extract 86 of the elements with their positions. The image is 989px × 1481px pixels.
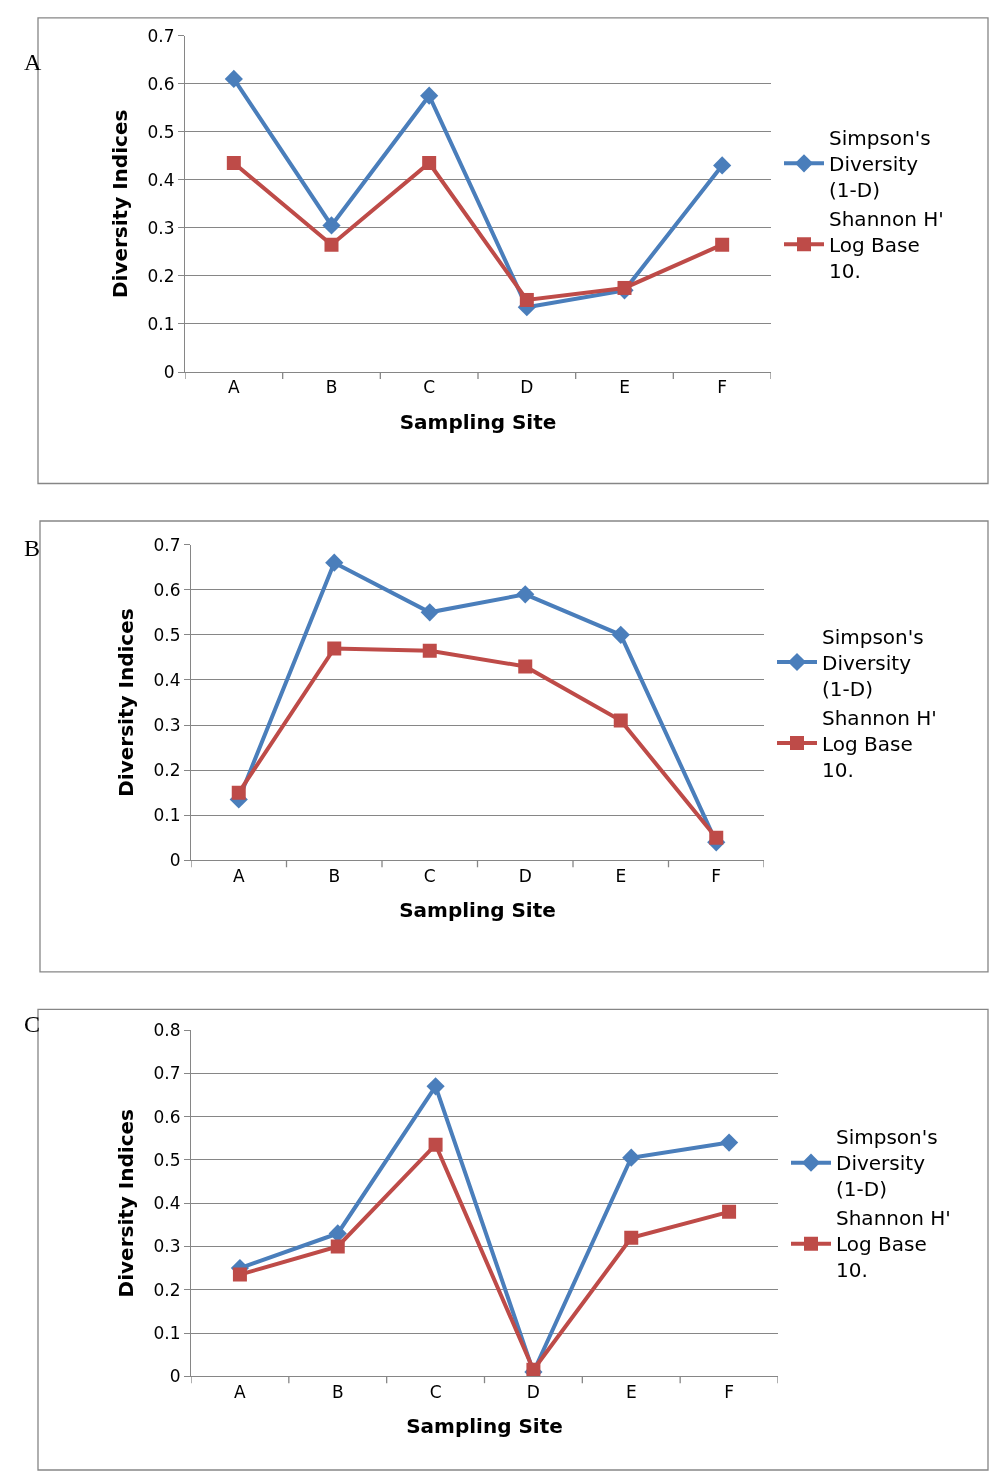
x-tick-label: B bbox=[328, 865, 341, 886]
y-tick-label: 0.7 bbox=[153, 1063, 181, 1084]
y-axis-title: Diversity Indices bbox=[108, 109, 133, 299]
y-tick-label: 0.2 bbox=[153, 760, 181, 781]
y-tick-label: 0.3 bbox=[153, 715, 181, 736]
point bbox=[428, 1137, 443, 1152]
x-tick-label: D bbox=[520, 377, 534, 398]
legend-label: Shannon H' Log Base 10. bbox=[822, 705, 937, 782]
point bbox=[519, 292, 534, 307]
x-tick-label: E bbox=[615, 865, 627, 886]
y-tick-label: 0.4 bbox=[147, 169, 175, 190]
legend-label: Simpson's Diversity (1-D) bbox=[829, 126, 931, 203]
x-tick-label: F bbox=[724, 1381, 734, 1402]
y-tick-label: 0.1 bbox=[147, 313, 175, 334]
y-tick-label: 0.1 bbox=[153, 1322, 181, 1343]
x-tick-label: C bbox=[423, 865, 436, 886]
point bbox=[226, 156, 241, 170]
legend-label: Shannon H' Log Base 10. bbox=[829, 207, 944, 284]
y-tick-label: 0 bbox=[169, 1366, 181, 1387]
legend-label: Shannon H' Log Base 10. bbox=[836, 1206, 951, 1283]
point bbox=[330, 1239, 345, 1254]
x-tick-label: D bbox=[518, 865, 532, 886]
y-tick-label: 0.7 bbox=[147, 25, 175, 46]
x-tick-label: F bbox=[711, 865, 722, 886]
point bbox=[231, 785, 246, 800]
point bbox=[719, 1133, 739, 1152]
y-axis-title: Diversity Indices bbox=[114, 608, 139, 797]
y-tick-label: 0.4 bbox=[153, 669, 181, 690]
y-tick-label: 0 bbox=[163, 362, 175, 382]
y-tick-label: 0.6 bbox=[153, 1106, 181, 1127]
y-tick-label: 0.1 bbox=[153, 805, 181, 826]
x-tick-label: C bbox=[423, 377, 436, 398]
point bbox=[324, 237, 339, 252]
point bbox=[713, 156, 732, 175]
point bbox=[426, 1077, 445, 1096]
point bbox=[422, 643, 437, 658]
y-tick-label: 0.3 bbox=[147, 217, 175, 238]
y-tick-label: 0.5 bbox=[153, 1149, 181, 1170]
point bbox=[715, 237, 730, 252]
x-tick-label: A bbox=[232, 865, 245, 886]
y-tick-label: 0.8 bbox=[153, 1019, 181, 1040]
x-axis-title: Sampling Site bbox=[406, 1414, 563, 1439]
point bbox=[709, 830, 724, 845]
y-tick-label: 0.5 bbox=[153, 624, 181, 645]
y-tick-label: 0.3 bbox=[153, 1236, 181, 1257]
point bbox=[518, 659, 533, 674]
y-tick-label: 0.7 bbox=[153, 534, 181, 555]
point bbox=[420, 603, 439, 622]
point bbox=[722, 1204, 737, 1219]
point bbox=[422, 156, 437, 170]
x-tick-label: E bbox=[619, 377, 630, 398]
y-tick-label: 0.2 bbox=[153, 1279, 181, 1300]
y-tick-label: 0.6 bbox=[153, 579, 181, 600]
point bbox=[327, 641, 342, 656]
point bbox=[325, 553, 344, 572]
text: B bbox=[24, 535, 41, 561]
x-tick-label: E bbox=[625, 1381, 637, 1402]
point bbox=[224, 69, 243, 88]
point bbox=[622, 1148, 641, 1167]
point bbox=[611, 625, 630, 644]
point bbox=[617, 280, 632, 295]
point bbox=[613, 713, 628, 728]
x-tick-label: F bbox=[717, 377, 728, 398]
point bbox=[516, 585, 535, 604]
x-axis-title: Sampling Site bbox=[399, 409, 557, 434]
x-tick-label: B bbox=[331, 1381, 344, 1402]
y-tick-label: 0.4 bbox=[153, 1193, 181, 1214]
legend-label: Simpson's Diversity (1-D) bbox=[836, 1125, 938, 1202]
x-tick-label: B bbox=[325, 377, 338, 398]
y-tick-label: 0.6 bbox=[147, 73, 175, 94]
x-tick-label: D bbox=[526, 1381, 540, 1402]
x-tick-label: A bbox=[228, 377, 241, 398]
point bbox=[624, 1230, 639, 1245]
point bbox=[420, 86, 439, 105]
text: A bbox=[24, 49, 42, 75]
y-axis-title: Diversity Indices bbox=[114, 1108, 139, 1298]
point bbox=[322, 216, 341, 235]
x-tick-label: A bbox=[234, 1381, 247, 1402]
text: C bbox=[24, 1011, 41, 1037]
x-axis-title: Sampling Site bbox=[399, 898, 556, 923]
y-tick-label: 0.5 bbox=[147, 121, 175, 142]
y-tick-label: 0.2 bbox=[147, 265, 175, 286]
y-tick-label: 0 bbox=[169, 850, 181, 871]
point bbox=[232, 1267, 247, 1282]
x-tick-label: C bbox=[429, 1381, 442, 1402]
legend-label: Simpson's Diversity (1-D) bbox=[822, 624, 924, 701]
